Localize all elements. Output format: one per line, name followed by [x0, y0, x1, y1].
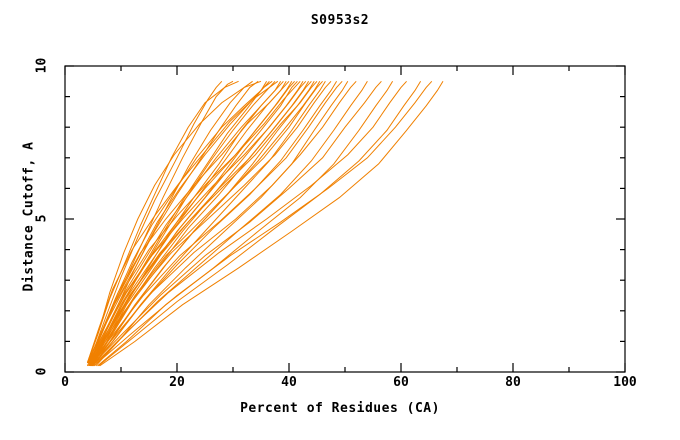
- data-curve: [86, 80, 262, 363]
- data-curve: [90, 80, 343, 364]
- data-curve: [86, 80, 279, 363]
- y-axis-label: Distance Cutoff, A: [21, 141, 37, 292]
- data-curve: [93, 80, 382, 364]
- plot-frame: [64, 65, 626, 373]
- x-tick-label: 80: [505, 375, 521, 390]
- axis-ticks: [64, 65, 626, 373]
- chart-title: S0953s2: [310, 13, 370, 28]
- data-curve: [95, 80, 407, 364]
- data-curve: [86, 80, 290, 364]
- data-curve: [89, 80, 332, 364]
- x-tick-label: 40: [281, 375, 297, 390]
- data-curve: [99, 81, 444, 367]
- data-curve: [92, 80, 357, 364]
- x-tick-label: 0: [61, 375, 69, 390]
- x-tick-label: 20: [169, 375, 185, 390]
- data-curve: [88, 80, 307, 364]
- data-curve: [86, 80, 223, 367]
- data-curve: [88, 80, 284, 364]
- data-curve: [88, 80, 318, 364]
- x-tick-label: 100: [613, 375, 637, 390]
- data-curve: [93, 81, 349, 367]
- y-tick-label: 5: [34, 214, 50, 223]
- data-curve: [97, 80, 433, 364]
- x-tick-label: 60: [393, 375, 409, 390]
- data-curve: [97, 81, 394, 367]
- x-axis-label: Percent of Residues (CA): [240, 401, 440, 416]
- y-tick-label: 10: [34, 57, 50, 74]
- data-curve: [87, 80, 273, 364]
- data-curve: [86, 80, 239, 363]
- frame-rect: [64, 65, 626, 373]
- y-tick-label: 0: [34, 367, 50, 376]
- data-curves-group: [86, 80, 444, 367]
- data-curve: [87, 80, 301, 364]
